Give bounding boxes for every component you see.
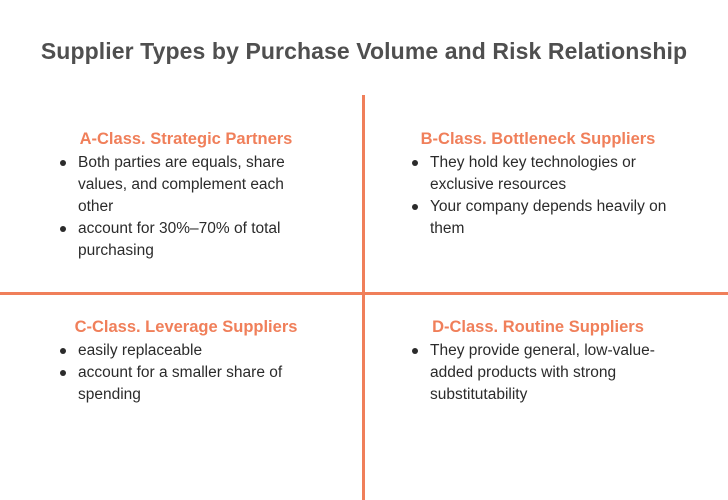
bullet-item: They provide general, low-value-added pr… [404, 340, 674, 406]
quadrant-a-strategic-partners: A-Class. Strategic Partners Both parties… [52, 130, 362, 262]
quadrant-b-bottleneck-suppliers: B-Class. Bottleneck Suppliers They hold … [404, 130, 714, 240]
quadrant-heading: B-Class. Bottleneck Suppliers [420, 130, 656, 148]
bullet-item: Your company depends heavily on them [404, 196, 674, 240]
horizontal-divider [0, 292, 728, 295]
bullet-list: They hold key technologies or exclusive … [404, 152, 714, 240]
bullet-list: Both parties are equals, share values, a… [52, 152, 362, 262]
quadrant-heading: D-Class. Routine Suppliers [432, 318, 644, 336]
vertical-divider [362, 95, 365, 500]
bullet-item: account for 30%–70% of total purchasing [52, 218, 322, 262]
page-title: Supplier Types by Purchase Volume and Ri… [40, 38, 688, 64]
bullet-item: account for a smaller share of spending [52, 362, 322, 406]
bullet-item: Both parties are equals, share values, a… [52, 152, 322, 218]
quadrant-c-leverage-suppliers: C-Class. Leverage Suppliers easily repla… [52, 318, 362, 406]
quadrant-heading: A-Class. Strategic Partners [79, 130, 293, 148]
bullet-list: easily replaceable account for a smaller… [52, 340, 362, 406]
bullet-item: They hold key technologies or exclusive … [404, 152, 674, 196]
bullet-list: They provide general, low-value-added pr… [404, 340, 714, 406]
quadrant-d-routine-suppliers: D-Class. Routine Suppliers They provide … [404, 318, 714, 406]
bullet-item: easily replaceable [52, 340, 322, 362]
quadrant-heading: C-Class. Leverage Suppliers [74, 318, 298, 336]
